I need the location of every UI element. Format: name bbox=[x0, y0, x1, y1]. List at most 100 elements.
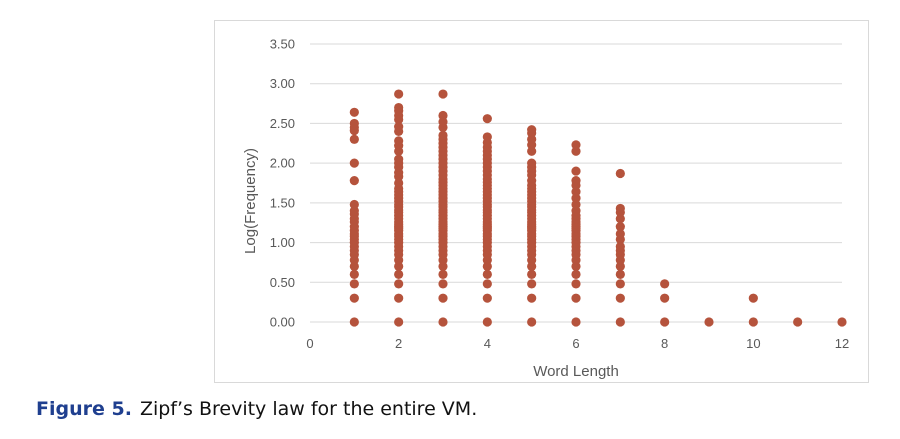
data-point bbox=[527, 261, 537, 271]
data-point bbox=[349, 134, 359, 144]
data-point bbox=[660, 279, 670, 289]
data-point bbox=[527, 158, 537, 168]
x-axis-title: Word Length bbox=[533, 363, 619, 380]
data-point bbox=[394, 317, 404, 327]
data-point bbox=[704, 317, 714, 327]
data-point bbox=[837, 317, 847, 327]
x-tick-label: 2 bbox=[395, 336, 402, 351]
data-point bbox=[482, 114, 492, 124]
data-point bbox=[349, 269, 359, 279]
y-tick-label: 0.50 bbox=[270, 275, 295, 290]
data-point bbox=[571, 187, 581, 197]
y-tick-label: 2.00 bbox=[270, 156, 295, 171]
data-point bbox=[394, 178, 404, 188]
data-points bbox=[349, 89, 847, 327]
data-point bbox=[349, 293, 359, 303]
data-point bbox=[349, 158, 359, 168]
data-point bbox=[615, 269, 625, 279]
x-tick-label: 10 bbox=[746, 336, 760, 351]
data-point bbox=[527, 279, 537, 289]
data-point bbox=[527, 146, 537, 156]
data-point bbox=[438, 117, 448, 127]
data-point bbox=[438, 293, 448, 303]
data-point bbox=[571, 176, 581, 186]
data-point bbox=[438, 89, 448, 99]
data-point bbox=[571, 269, 581, 279]
data-point bbox=[615, 222, 625, 232]
data-point bbox=[349, 199, 359, 210]
data-point bbox=[349, 206, 359, 216]
x-tick-label: 8 bbox=[661, 336, 668, 351]
data-point bbox=[615, 317, 625, 327]
data-point bbox=[394, 261, 404, 271]
data-point bbox=[571, 317, 581, 327]
data-point bbox=[748, 317, 758, 327]
figure-label: Figure 5. bbox=[36, 398, 132, 420]
data-point bbox=[482, 269, 492, 279]
x-tick-label: 6 bbox=[572, 336, 579, 351]
data-point bbox=[615, 279, 625, 289]
data-point bbox=[482, 317, 492, 327]
data-point bbox=[394, 122, 404, 132]
data-point bbox=[349, 118, 359, 129]
data-point bbox=[438, 279, 448, 289]
y-tick-label: 1.50 bbox=[270, 195, 295, 210]
data-point bbox=[349, 176, 359, 186]
data-point bbox=[349, 279, 359, 289]
data-point bbox=[438, 130, 448, 140]
data-point bbox=[660, 293, 670, 303]
data-point bbox=[571, 293, 581, 303]
data-point bbox=[615, 241, 625, 252]
x-tick-label: 4 bbox=[484, 336, 491, 351]
data-point bbox=[394, 136, 404, 146]
data-point bbox=[571, 166, 581, 176]
figure-caption-text: Zipf’s Brevity law for the entire VM. bbox=[139, 398, 478, 420]
y-tick-label: 1.00 bbox=[270, 235, 295, 250]
data-point bbox=[748, 293, 758, 303]
data-point bbox=[571, 146, 581, 156]
y-tick-label: 0.00 bbox=[270, 315, 295, 330]
data-point bbox=[394, 154, 404, 164]
data-point bbox=[615, 214, 625, 224]
data-point bbox=[527, 269, 537, 279]
data-point bbox=[527, 293, 537, 303]
data-point bbox=[615, 229, 625, 239]
data-point bbox=[615, 203, 625, 214]
data-point bbox=[571, 193, 581, 203]
data-point bbox=[438, 110, 448, 121]
y-axis-title: Log(Frequency) bbox=[242, 148, 259, 254]
y-tick-label: 2.50 bbox=[270, 116, 295, 131]
x-tick-label: 0 bbox=[306, 336, 313, 351]
data-point bbox=[527, 134, 537, 144]
data-point bbox=[482, 261, 492, 271]
data-point bbox=[527, 125, 537, 135]
data-point bbox=[482, 132, 492, 142]
chart-area: 0.00 0.50 1.00 1.50 2.00 2.50 3.00 3.50 0 2 4 6 8 10… bbox=[214, 20, 869, 383]
data-point bbox=[394, 89, 404, 99]
data-point bbox=[394, 102, 404, 113]
y-tick-label: 3.50 bbox=[270, 37, 295, 52]
data-point bbox=[571, 199, 581, 210]
data-point bbox=[482, 293, 492, 303]
data-point bbox=[527, 317, 537, 327]
data-point bbox=[438, 261, 448, 271]
data-point bbox=[349, 261, 359, 271]
y-tick-label: 3.00 bbox=[270, 76, 295, 91]
data-point bbox=[394, 293, 404, 303]
data-point bbox=[438, 317, 448, 327]
data-point bbox=[438, 269, 448, 279]
x-axis-ticks: 0 2 4 6 8 10 12 bbox=[306, 336, 849, 351]
data-point bbox=[660, 317, 670, 327]
x-tick-label: 12 bbox=[835, 336, 849, 351]
scatter-plot: 0.00 0.50 1.00 1.50 2.00 2.50 3.00 3.50 0 2 4 6 8 10… bbox=[242, 37, 849, 381]
data-point bbox=[571, 140, 581, 150]
data-point bbox=[615, 261, 625, 271]
data-point bbox=[793, 317, 803, 327]
data-point bbox=[482, 279, 492, 289]
y-axis-ticks: 0.00 0.50 1.00 1.50 2.00 2.50 3.00 3.50 bbox=[270, 37, 295, 330]
data-point bbox=[615, 293, 625, 303]
figure-caption: Figure 5. Zipf’s Brevity law for the enti… bbox=[36, 398, 477, 420]
data-point bbox=[615, 168, 625, 179]
data-point bbox=[571, 206, 581, 216]
data-point bbox=[571, 279, 581, 289]
